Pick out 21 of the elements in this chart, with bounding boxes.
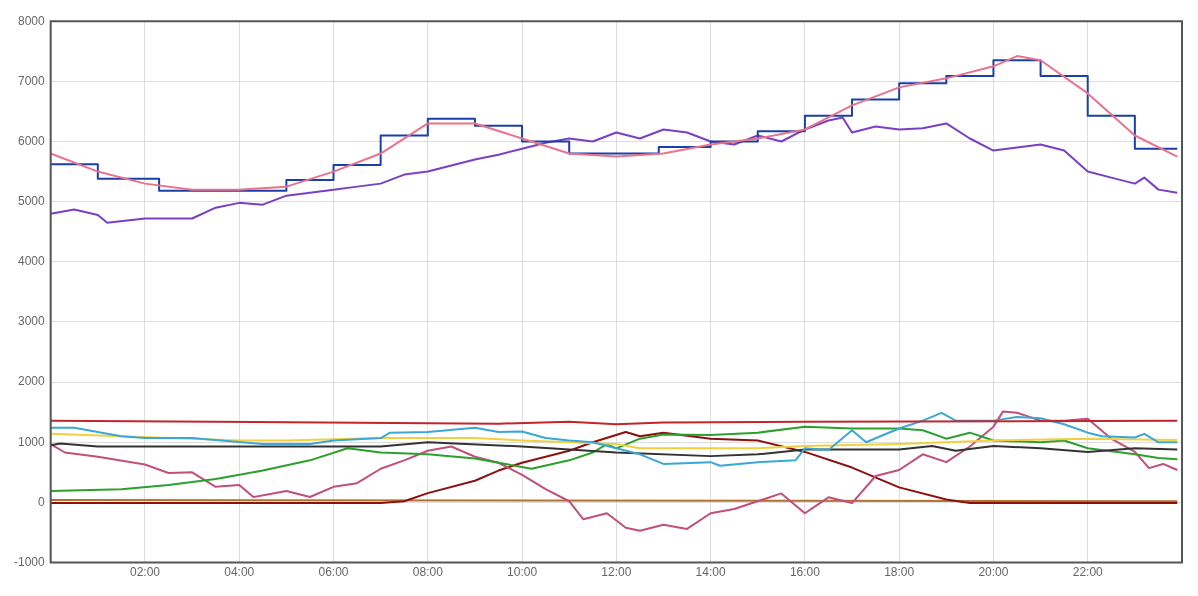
x-tick-label: 08:00	[412, 565, 444, 580]
x-tick-label: 04:00	[224, 565, 255, 580]
y-tick-label: -1000	[13, 554, 46, 569]
x-tick-label: 20:00	[978, 565, 1009, 580]
y-tick-label: 3000	[17, 314, 46, 329]
x-tick-label: 18:00	[884, 565, 915, 580]
y-tick-label: 7000	[17, 73, 46, 88]
x-tick-label: 10:00	[507, 565, 538, 580]
y-tick-label: 2000	[17, 374, 46, 389]
x-tick-label: 22:00	[1072, 565, 1104, 580]
x-tick-label: 06:00	[318, 565, 349, 580]
y-tick-label: 6000	[17, 133, 46, 148]
x-tick-label: 02:00	[129, 565, 161, 580]
y-tick-label: 0	[38, 494, 45, 509]
y-tick-label: 5000	[17, 193, 46, 208]
y-tick-label: 8000	[17, 13, 46, 28]
x-tick-label: 12:00	[601, 565, 632, 580]
y-tick-label: 1000	[17, 434, 46, 449]
y-tick-label: 4000	[17, 254, 46, 269]
x-tick-label: 16:00	[789, 565, 821, 580]
x-tick-label: 14:00	[695, 565, 726, 580]
